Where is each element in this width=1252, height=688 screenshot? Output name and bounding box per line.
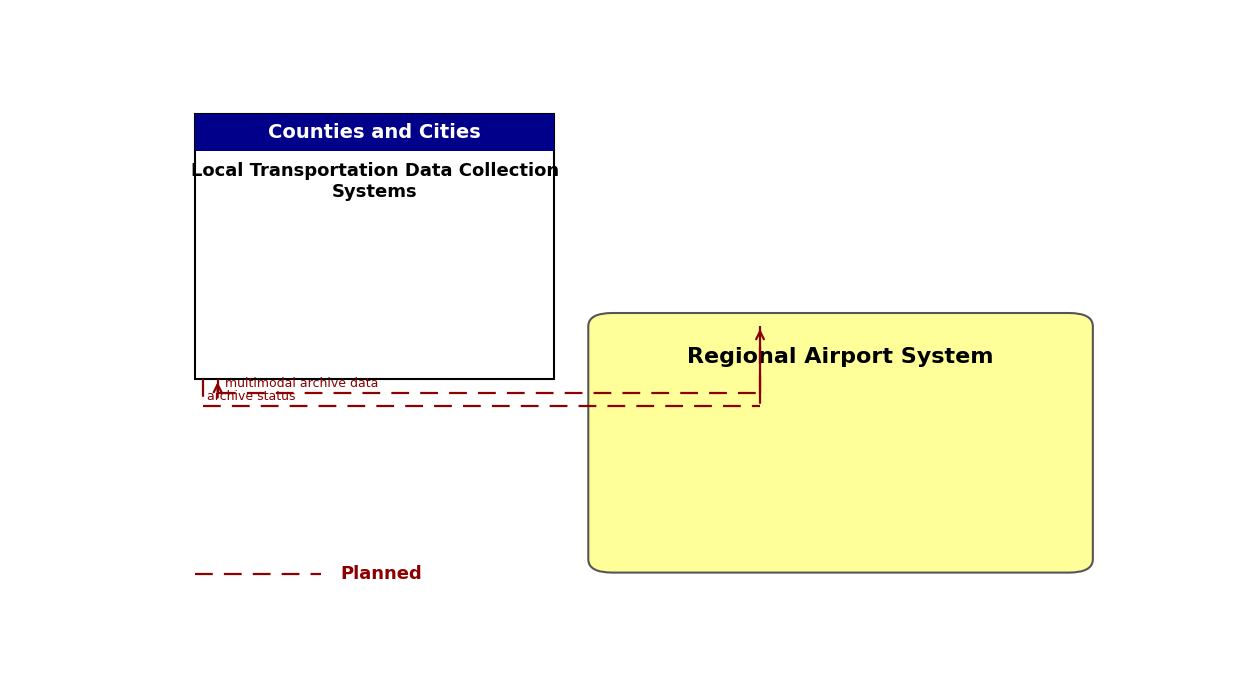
Text: Planned: Planned	[341, 565, 423, 583]
Text: Local Transportation Data Collection
Systems: Local Transportation Data Collection Sys…	[190, 162, 558, 201]
Text: Counties and Cities: Counties and Cities	[268, 123, 481, 142]
Text: multimodal archive data: multimodal archive data	[225, 377, 379, 390]
Text: Regional Airport System: Regional Airport System	[687, 347, 994, 367]
FancyBboxPatch shape	[588, 313, 1093, 572]
Bar	[195, 114, 555, 151]
Bar	[195, 114, 555, 379]
Text: archive status: archive status	[207, 390, 295, 403]
